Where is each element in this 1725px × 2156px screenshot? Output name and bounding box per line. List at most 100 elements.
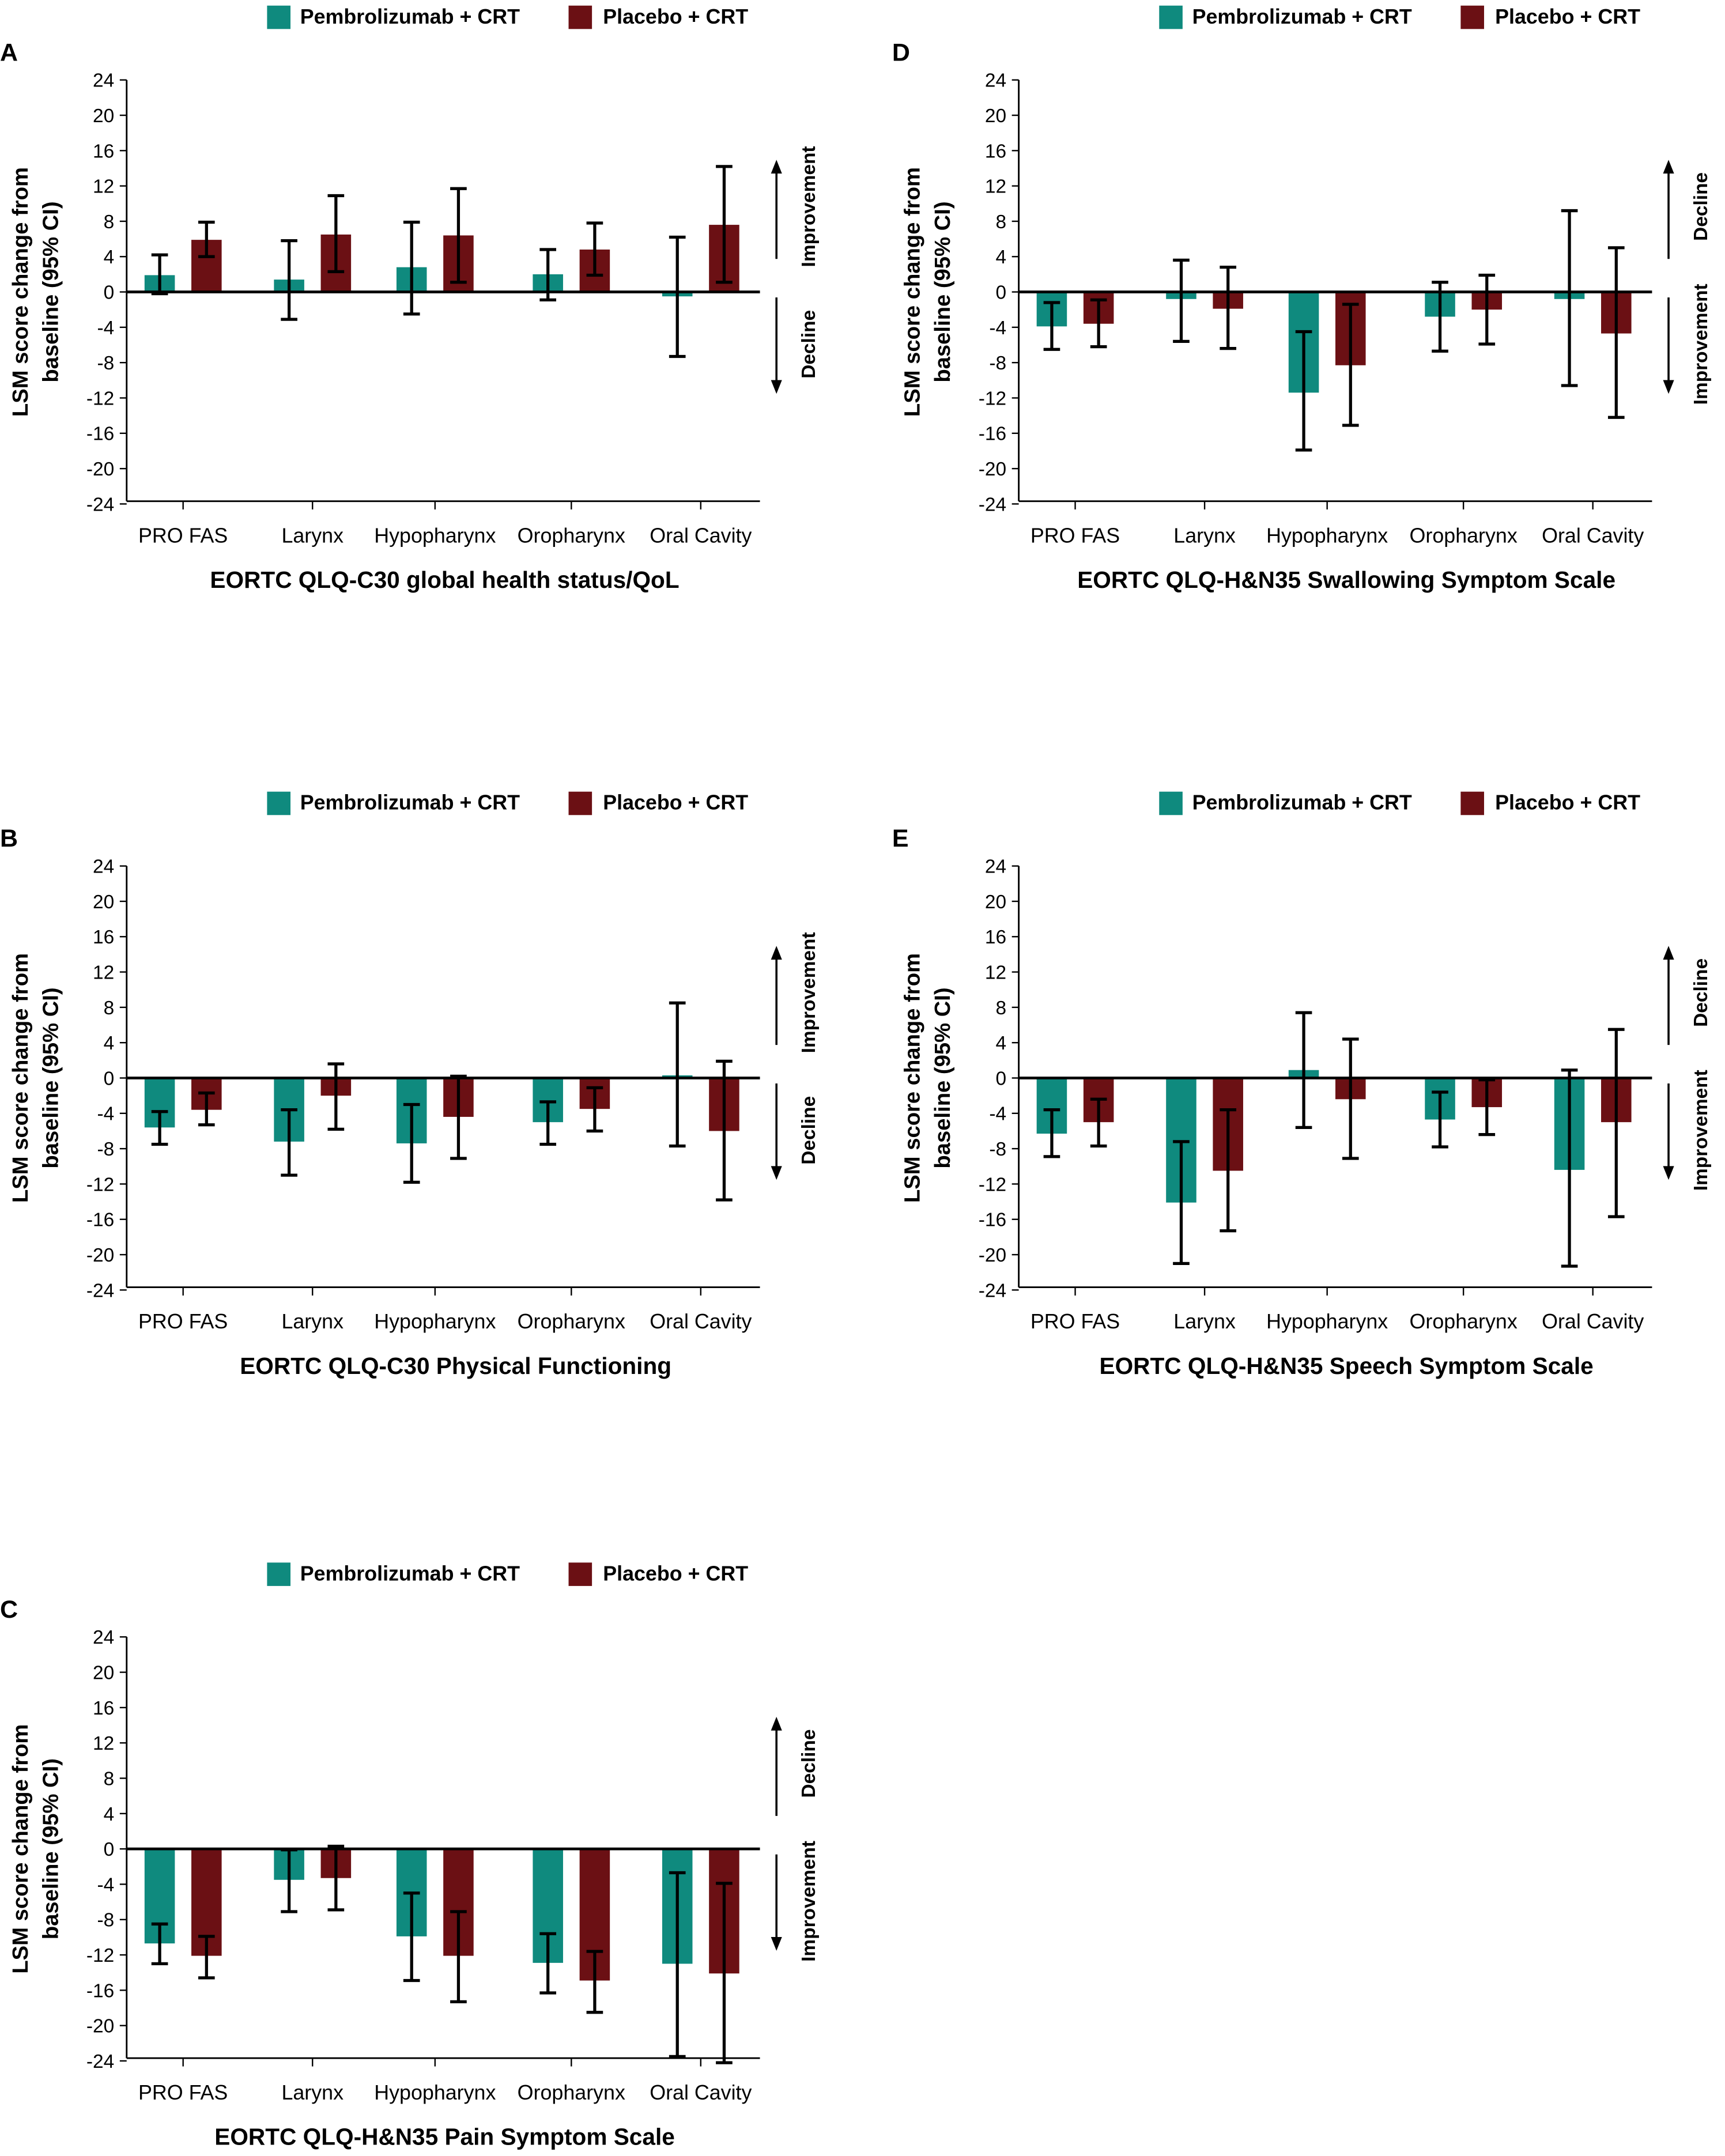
panel-letter: E	[892, 825, 909, 852]
legend-label: Placebo + CRT	[1495, 5, 1640, 28]
annotation-up: Improvement	[798, 932, 820, 1053]
y-tick-label: -24	[979, 1280, 1006, 1301]
y-axis-label-line: LSM score change from	[8, 953, 33, 1203]
panel-a: A Pembrolizumab + CRT Placebo + CRT LSM sco…	[0, 5, 820, 593]
y-tick-label: 16	[93, 927, 114, 948]
legend-swatch-pembrolizumab	[1159, 5, 1183, 29]
y-tick-label: -16	[86, 1980, 114, 2002]
arrow-up-icon	[1663, 946, 1674, 960]
y-axis-label-line: baseline (95% CI)	[38, 201, 63, 382]
y-tick-label: 16	[985, 927, 1006, 948]
y-tick-label: 4	[104, 1804, 115, 1825]
y-tick-label: -12	[86, 388, 114, 409]
y-axis-label: LSM score change from baseline (95% CI)	[8, 953, 63, 1203]
legend-label: Placebo + CRT	[1495, 791, 1640, 814]
y-tick-label: -12	[979, 1174, 1006, 1195]
y-tick-label: -4	[989, 318, 1006, 339]
y-tick-label: 24	[93, 1627, 114, 1648]
y-tick-label: -16	[86, 424, 114, 445]
legend-label: Pembrolizumab + CRT	[1192, 791, 1412, 814]
panel-d: D Pembrolizumab + CRT Placebo + CRT LSM sco…	[892, 5, 1712, 593]
legend-swatch-pembrolizumab	[267, 1562, 291, 1586]
x-tick-label: PRO FAS	[138, 1310, 228, 1333]
annotation-up: Improvement	[798, 146, 820, 267]
arrow-up-icon	[771, 1716, 782, 1731]
x-tick-label: Larynx	[281, 2081, 344, 2104]
y-tick-label: 16	[985, 141, 1006, 162]
arrow-down-icon	[1663, 380, 1674, 394]
y-axis-label-line: baseline (95% CI)	[38, 987, 63, 1168]
annotation-down: Decline	[798, 1096, 820, 1165]
y-tick-label: 12	[93, 176, 114, 198]
arrow-up-icon	[771, 160, 782, 174]
y-axis-label-line: LSM score change from	[8, 167, 33, 417]
y-tick-label: 0	[104, 282, 115, 304]
x-tick-label: PRO FAS	[138, 524, 228, 547]
y-tick-label: 20	[93, 105, 114, 127]
y-tick-label: 24	[93, 70, 114, 92]
legend-label: Pembrolizumab + CRT	[300, 1562, 520, 1585]
x-tick-label: Hypopharynx	[374, 2081, 496, 2104]
y-tick-label: 24	[985, 70, 1006, 92]
y-tick-label: 4	[104, 1033, 115, 1054]
y-tick-label: 12	[93, 962, 114, 984]
y-axis-label: LSM score change from baseline (95% CI)	[8, 167, 63, 417]
y-tick-label: -16	[979, 424, 1006, 445]
y-tick-label: -24	[86, 1280, 114, 1301]
annotation-down: Improvement	[798, 1841, 820, 1962]
y-tick-label: -4	[97, 1104, 115, 1125]
y-tick-label: -8	[97, 353, 115, 374]
y-tick-label: 20	[93, 1663, 114, 1684]
y-tick-label: -24	[86, 494, 114, 515]
legend-label: Pembrolizumab + CRT	[300, 791, 520, 814]
y-tick-label: 20	[985, 892, 1006, 913]
x-tick-label: Oral Cavity	[650, 1310, 752, 1333]
y-tick-label: 4	[104, 247, 115, 268]
y-tick-label: 16	[93, 1698, 114, 1719]
legend-swatch-placebo	[1460, 5, 1484, 29]
legend-label: Placebo + CRT	[603, 791, 748, 814]
arrow-up-icon	[771, 946, 782, 960]
arrow-up-icon	[1663, 160, 1674, 174]
y-tick-label: -4	[989, 1104, 1006, 1125]
x-tick-label: PRO FAS	[1031, 524, 1120, 547]
y-tick-label: 4	[996, 247, 1007, 268]
panel-b: B Pembrolizumab + CRT Placebo + CRT LSM sco…	[0, 791, 820, 1379]
y-axis-label-line: baseline (95% CI)	[930, 201, 955, 382]
y-tick-label: 12	[985, 176, 1006, 198]
panel-letter: A	[0, 39, 18, 66]
annotation-down: Improvement	[1690, 284, 1712, 405]
y-tick-label: -20	[86, 459, 114, 480]
y-tick-label: 12	[93, 1733, 114, 1754]
y-axis-label: LSM score change from baseline (95% CI)	[900, 167, 956, 417]
y-axis-label: LSM score change from baseline (95% CI)	[900, 953, 956, 1203]
y-tick-label: 24	[985, 856, 1006, 878]
x-tick-label: Larynx	[281, 1310, 344, 1333]
y-tick-label: 0	[104, 1068, 115, 1089]
x-tick-label: PRO FAS	[1031, 1310, 1120, 1333]
arrow-down-icon	[771, 1166, 782, 1180]
x-tick-label: Oral Cavity	[1542, 1310, 1644, 1333]
y-tick-label: -12	[86, 1945, 114, 1966]
y-tick-label: 24	[93, 856, 114, 878]
y-tick-label: 8	[104, 998, 115, 1019]
legend-swatch-placebo	[568, 5, 592, 29]
x-tick-label: Hypopharynx	[1266, 1310, 1388, 1333]
annotation-down: Improvement	[1690, 1070, 1712, 1191]
y-tick-label: -24	[86, 2051, 114, 2072]
legend-label: Placebo + CRT	[603, 1562, 748, 1585]
legend-label: Pembrolizumab + CRT	[300, 5, 520, 28]
y-tick-label: 8	[996, 998, 1007, 1019]
x-tick-label: Hypopharynx	[374, 1310, 496, 1333]
legend-swatch-pembrolizumab	[267, 791, 291, 815]
x-tick-label: Oropharynx	[518, 1310, 625, 1333]
panel-e: E Pembrolizumab + CRT Placebo + CRT LSM sco…	[892, 791, 1712, 1379]
chart-title: EORTC QLQ-C30 Physical Functioning	[240, 1353, 671, 1379]
y-tick-label: -20	[979, 459, 1006, 480]
legend-swatch-pembrolizumab	[267, 5, 291, 29]
x-tick-label: Oral Cavity	[650, 524, 752, 547]
chart-title: EORTC QLQ-H&N35 Pain Symptom Scale	[214, 2124, 675, 2150]
arrow-down-icon	[771, 380, 782, 394]
annotation-down: Decline	[798, 310, 820, 379]
